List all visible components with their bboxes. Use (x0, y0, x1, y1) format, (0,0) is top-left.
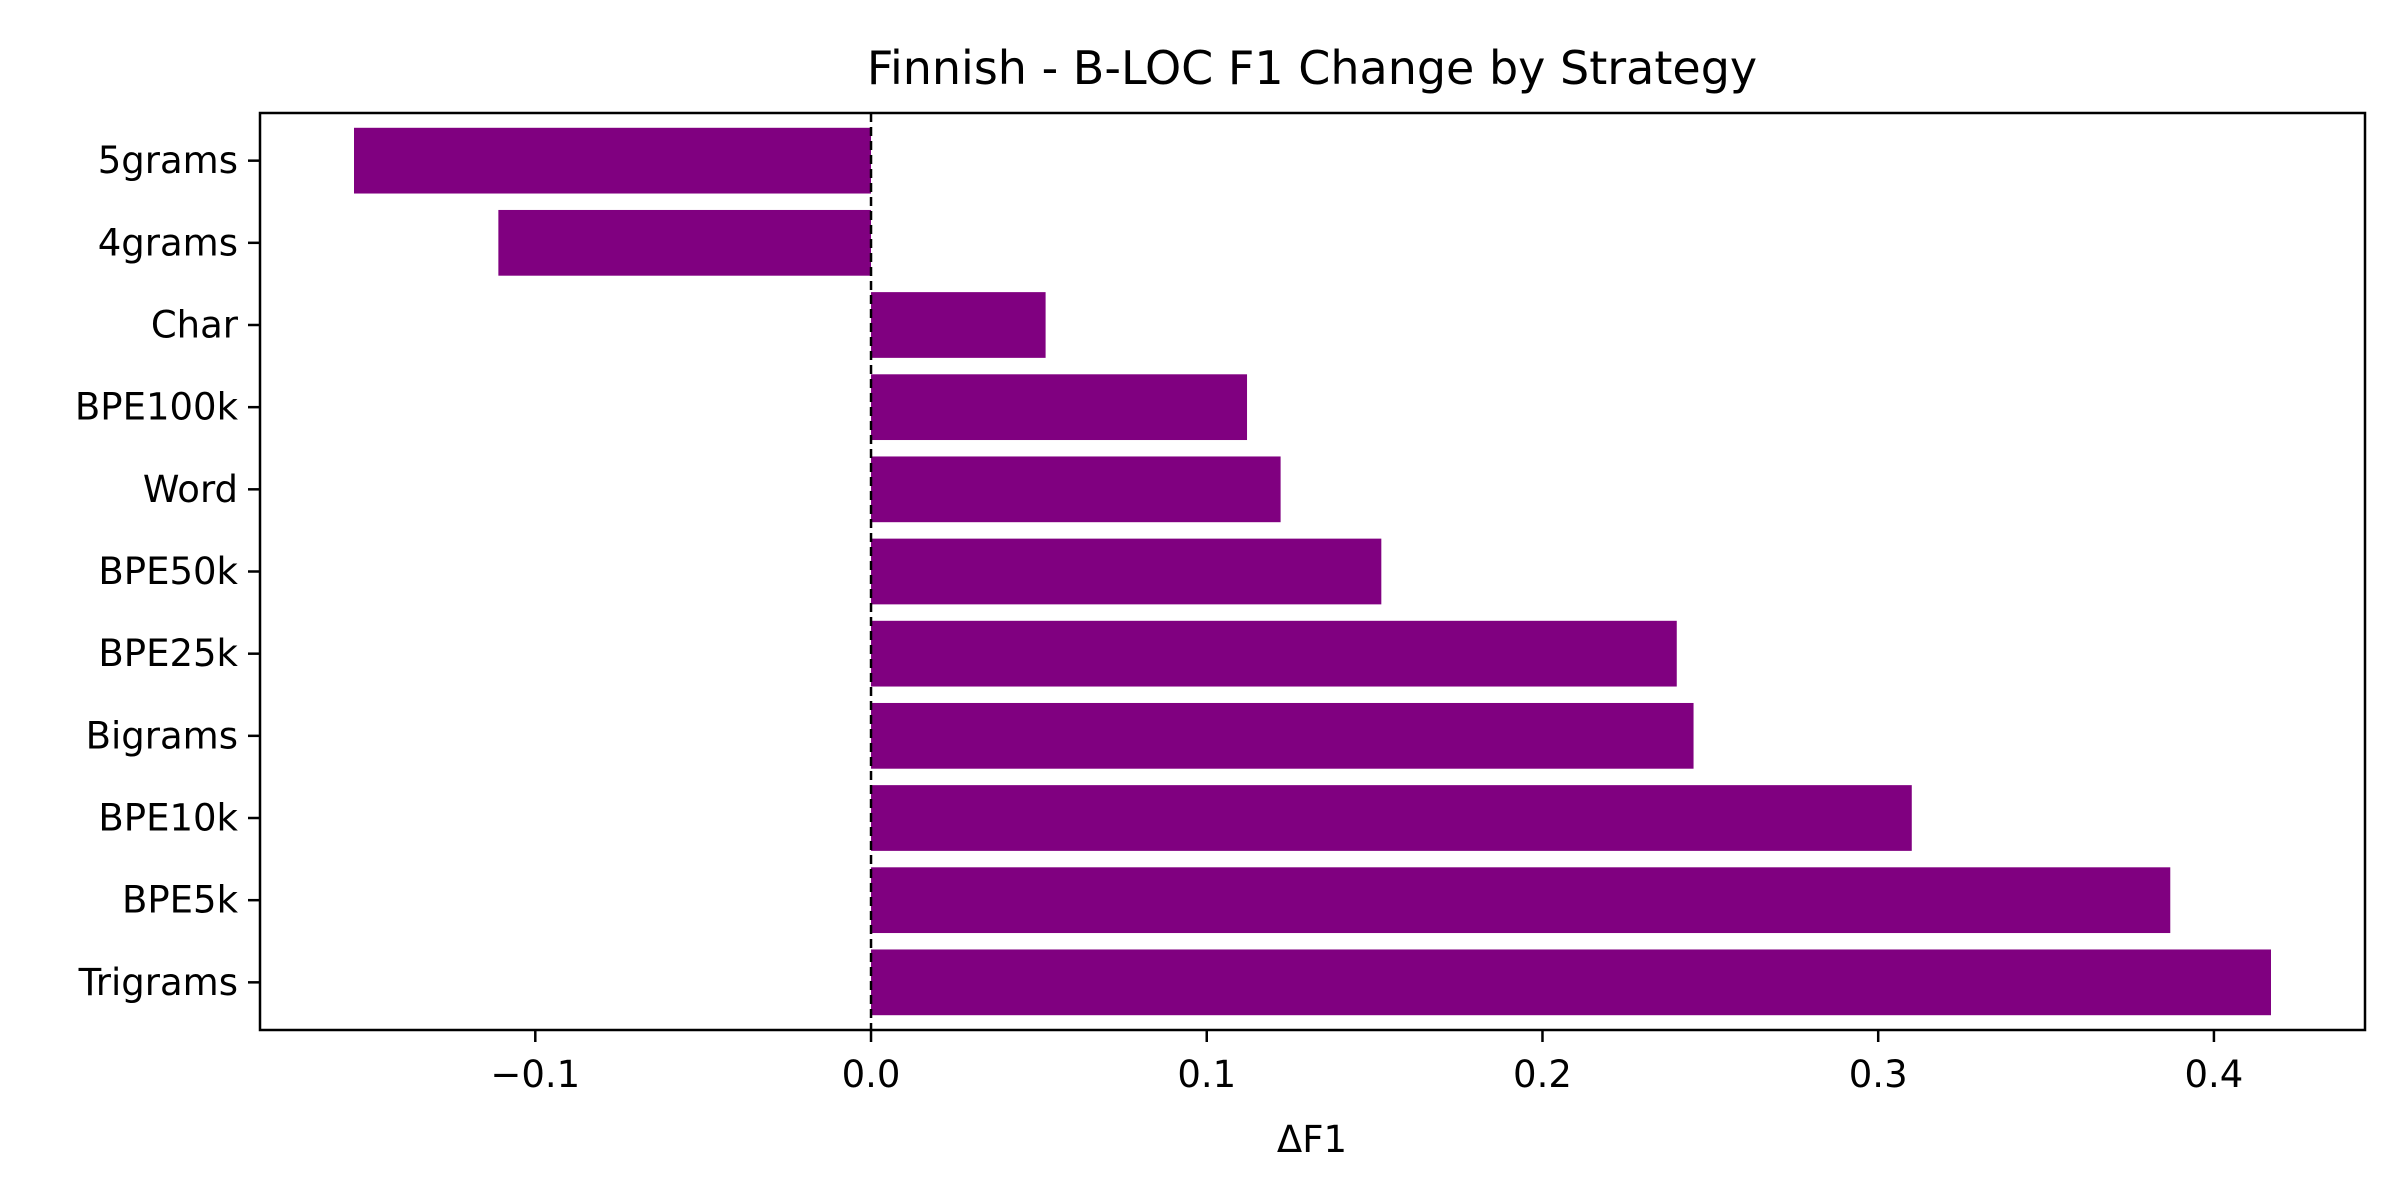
bars-layer (354, 127, 2271, 1016)
x-tick-label: 0.3 (1849, 1053, 1908, 1096)
chart-title: Finnish - B-LOC F1 Change by Strategy (867, 41, 1757, 95)
y-tick-label: Char (151, 303, 239, 346)
y-axis: 5grams 4grams Char BPE100k Word BPE50k BPE25k B… (75, 139, 260, 1004)
bar-trigrams (871, 949, 2271, 1016)
bar-char (871, 292, 1046, 358)
x-tick-label: 0.0 (842, 1053, 901, 1096)
x-tick-label: −0.1 (490, 1053, 580, 1096)
bar-5grams (354, 127, 872, 194)
bar-4grams (498, 209, 872, 276)
y-tick-label: 5grams (98, 139, 238, 182)
x-tick-label: 0.2 (1513, 1053, 1572, 1096)
x-axis-label: ΔF1 (1277, 1118, 1347, 1161)
bar-bpe100k (871, 374, 1248, 441)
bar-bigrams (871, 702, 1694, 769)
bar-word (871, 456, 1281, 523)
y-tick-label: BPE50k (98, 550, 238, 593)
bar-bpe50k (871, 538, 1382, 605)
bar-bpe10k (871, 785, 1912, 851)
y-tick-label: Bigrams (86, 714, 238, 757)
y-tick-label: BPE25k (98, 632, 238, 675)
y-tick-label: BPE5k (122, 879, 239, 922)
y-tick-label: BPE10k (98, 797, 238, 840)
y-tick-label: 4grams (98, 221, 238, 264)
x-tick-label: 0.4 (2185, 1053, 2244, 1096)
y-tick-label: Trigrams (78, 961, 238, 1004)
y-tick-label: BPE100k (75, 386, 239, 429)
x-tick-label: 0.1 (1177, 1053, 1236, 1096)
bar-bpe5k (871, 867, 2171, 934)
x-axis: −0.1 0.0 0.1 0.2 0.3 0.4 (490, 1030, 2243, 1096)
bar-bpe25k (871, 620, 1677, 687)
y-tick-label: Word (143, 468, 238, 511)
